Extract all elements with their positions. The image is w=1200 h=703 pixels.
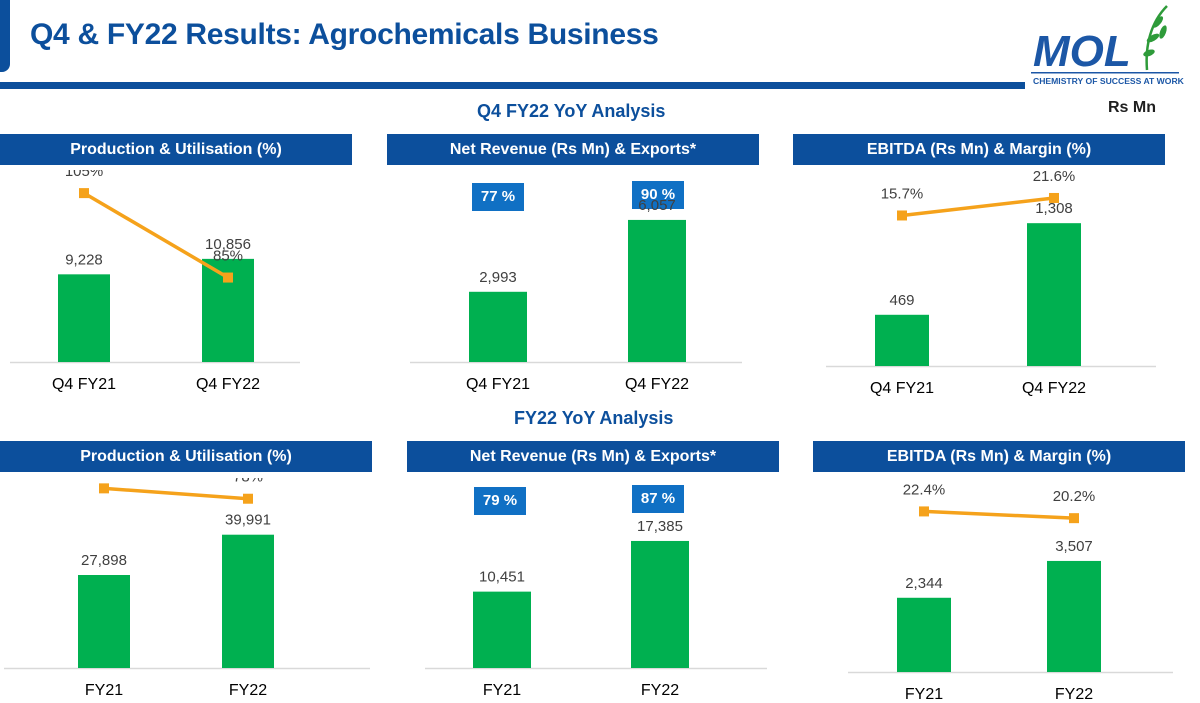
line-value-label: 22.4% — [903, 481, 946, 498]
panel-header-fy-revenue: Net Revenue (Rs Mn) & Exports* — [407, 441, 779, 472]
unit-label: Rs Mn — [1108, 99, 1156, 116]
bar-1 — [78, 575, 130, 668]
bar-2 — [1047, 560, 1101, 672]
line-marker — [897, 210, 907, 221]
bar-value-label: 3,507 — [1055, 538, 1093, 555]
category-label: FY21 — [905, 686, 943, 702]
line-marker — [1069, 513, 1079, 524]
logo-leaf-icon — [1146, 33, 1160, 43]
category-label: FY22 — [229, 682, 267, 699]
line-marker — [223, 272, 233, 283]
chart-fy-revenue: 10,451 FY21 17,385 FY22 — [425, 518, 767, 699]
line-value-label: 20.2% — [1053, 488, 1096, 505]
section-title-q4: Q4 FY22 YoY Analysis — [477, 101, 666, 121]
panel-header-q4-production: Production & Utilisation (%) — [0, 134, 352, 165]
logo-leaf-icon — [1145, 5, 1168, 71]
chart-q4-ebitda: 469 Q4 FY21 1,308 Q4 FY22 15.7% 21.6% — [826, 170, 1156, 397]
bar-value-label: 9,228 — [65, 251, 103, 268]
bar-1 — [875, 314, 929, 366]
bar-value-label: 10,451 — [479, 569, 525, 586]
bar-value-label: 6,057 — [638, 197, 676, 214]
category-label: Q4 FY22 — [625, 376, 689, 393]
bar-value-label: 10,856 — [205, 236, 251, 253]
category-label: FY22 — [1055, 686, 1093, 702]
export-badge-q4-fy22: 90 % — [632, 181, 684, 209]
category-label: FY21 — [483, 682, 521, 699]
bar-1 — [897, 597, 951, 672]
chart-fy-ebitda: 2,344 FY21 3,507 FY22 22.4% 20.2% — [848, 481, 1173, 702]
bar-value-label: 469 — [889, 292, 914, 309]
line-marker — [1049, 192, 1059, 203]
bar-2 — [1027, 223, 1081, 366]
export-badge-q4-fy21: 77 % — [472, 183, 524, 211]
logo-tagline: CHEMISTRY OF SUCCESS AT WORK — [1033, 76, 1185, 86]
bar-value-label: 1,308 — [1035, 200, 1073, 217]
company-logo: MOL CHEMISTRY OF SUCCESS AT WORK — [1031, 5, 1185, 86]
panel-header-fy-ebitda: EBITDA (Rs Mn) & Margin (%) — [813, 441, 1185, 472]
export-badge-fy22: 87 % — [632, 485, 684, 513]
category-label: Q4 FY22 — [1022, 380, 1086, 397]
line-value-label: 15.7% — [881, 185, 924, 202]
bar-1 — [58, 274, 110, 362]
bar-2 — [628, 219, 686, 362]
category-label: Q4 FY22 — [196, 376, 260, 393]
bar-1 — [469, 291, 527, 362]
category-label: FY21 — [85, 682, 123, 699]
category-label: Q4 FY21 — [52, 376, 116, 393]
bar-value-label: 27,898 — [81, 552, 127, 569]
logo-leaf-icon — [1143, 49, 1155, 57]
line-value-label: 78% — [233, 478, 263, 486]
line-marker — [243, 493, 253, 504]
panel-header-q4-ebitda: EBITDA (Rs Mn) & Margin (%) — [793, 134, 1165, 165]
line-value-label: 105% — [65, 170, 103, 180]
bar-2 — [631, 540, 689, 668]
line-marker — [79, 188, 89, 199]
logo-leaf-icon — [1159, 25, 1167, 39]
bar-value-label: 2,993 — [479, 269, 517, 286]
panel-header-fy-production: Production & Utilisation (%) — [0, 441, 372, 472]
title-underline-bar — [0, 82, 1025, 89]
category-label: Q4 FY21 — [870, 380, 934, 397]
utilisation-line — [901, 196, 1055, 218]
bar-value-label: 17,385 — [637, 518, 683, 535]
page-title: Q4 & FY22 Results: Agrochemicals Busines… — [30, 18, 659, 51]
export-badge-fy21: 79 % — [474, 487, 526, 515]
chart-q4-revenue: 2,993 Q4 FY21 6,057 Q4 FY22 — [410, 197, 742, 393]
category-label: Q4 FY21 — [466, 376, 530, 393]
line-value-label: 21.6% — [1033, 170, 1076, 185]
line-value-label: 85% — [213, 248, 243, 265]
bar-value-label: 39,991 — [225, 512, 271, 529]
logo-leaf-icon — [1152, 16, 1164, 28]
utilisation-line — [923, 509, 1075, 520]
panel-header-q4-revenue: Net Revenue (Rs Mn) & Exports* — [387, 134, 759, 165]
bar-1 — [473, 591, 531, 668]
section-title-fy: FY22 YoY Analysis — [514, 408, 674, 428]
bar-value-label: 2,344 — [905, 575, 943, 592]
utilisation-line — [103, 486, 249, 501]
bar-2 — [222, 534, 274, 668]
chart-q4-production: 9,228 Q4 FY21 10,856 Q4 FY22 105% 85% — [10, 170, 300, 393]
logo-wordmark: MOL — [1033, 27, 1131, 76]
line-marker — [919, 506, 929, 517]
category-label: FY22 — [641, 682, 679, 699]
header-accent-tab — [0, 0, 10, 72]
line-marker — [99, 483, 109, 494]
utilisation-line — [83, 191, 229, 280]
